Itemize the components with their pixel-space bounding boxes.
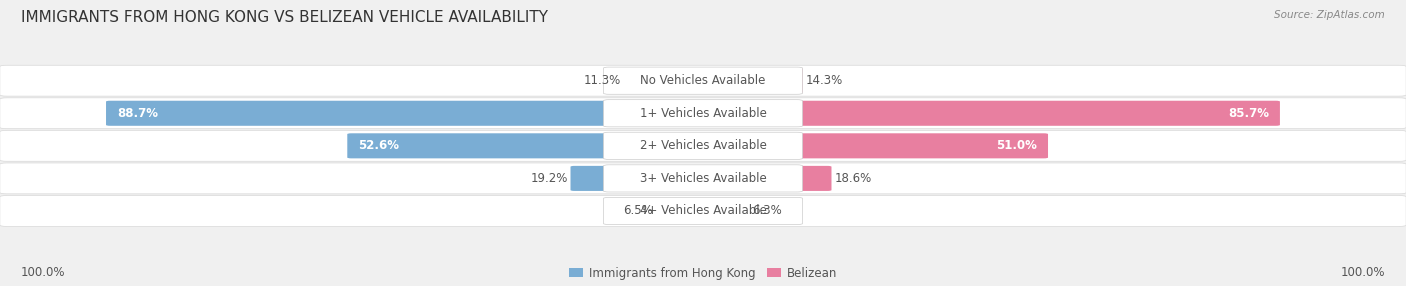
- Text: 6.5%: 6.5%: [623, 204, 652, 217]
- FancyBboxPatch shape: [0, 163, 1406, 194]
- FancyBboxPatch shape: [347, 133, 707, 158]
- FancyBboxPatch shape: [0, 196, 1406, 227]
- FancyBboxPatch shape: [603, 100, 803, 127]
- Text: 100.0%: 100.0%: [21, 266, 65, 279]
- FancyBboxPatch shape: [655, 198, 707, 223]
- FancyBboxPatch shape: [699, 68, 803, 93]
- Text: 2+ Vehicles Available: 2+ Vehicles Available: [640, 139, 766, 152]
- FancyBboxPatch shape: [0, 98, 1406, 129]
- Text: 51.0%: 51.0%: [995, 139, 1036, 152]
- Text: 88.7%: 88.7%: [117, 107, 157, 120]
- Text: 18.6%: 18.6%: [834, 172, 872, 185]
- Text: No Vehicles Available: No Vehicles Available: [640, 74, 766, 87]
- Text: 19.2%: 19.2%: [530, 172, 568, 185]
- Legend: Immigrants from Hong Kong, Belizean: Immigrants from Hong Kong, Belizean: [564, 262, 842, 284]
- FancyBboxPatch shape: [699, 198, 749, 223]
- FancyBboxPatch shape: [105, 101, 707, 126]
- FancyBboxPatch shape: [0, 65, 1406, 96]
- FancyBboxPatch shape: [699, 133, 1047, 158]
- Text: Source: ZipAtlas.com: Source: ZipAtlas.com: [1274, 10, 1385, 20]
- FancyBboxPatch shape: [603, 132, 803, 159]
- Text: 100.0%: 100.0%: [1341, 266, 1385, 279]
- FancyBboxPatch shape: [623, 68, 707, 93]
- FancyBboxPatch shape: [603, 67, 803, 94]
- Text: 6.3%: 6.3%: [752, 204, 782, 217]
- Text: 1+ Vehicles Available: 1+ Vehicles Available: [640, 107, 766, 120]
- Text: 3+ Vehicles Available: 3+ Vehicles Available: [640, 172, 766, 185]
- FancyBboxPatch shape: [603, 165, 803, 192]
- FancyBboxPatch shape: [0, 130, 1406, 161]
- Text: 85.7%: 85.7%: [1227, 107, 1268, 120]
- Text: 14.3%: 14.3%: [806, 74, 842, 87]
- FancyBboxPatch shape: [603, 197, 803, 225]
- Text: 4+ Vehicles Available: 4+ Vehicles Available: [640, 204, 766, 217]
- FancyBboxPatch shape: [699, 166, 831, 191]
- Text: 11.3%: 11.3%: [583, 74, 620, 87]
- Text: 52.6%: 52.6%: [359, 139, 399, 152]
- Text: IMMIGRANTS FROM HONG KONG VS BELIZEAN VEHICLE AVAILABILITY: IMMIGRANTS FROM HONG KONG VS BELIZEAN VE…: [21, 10, 548, 25]
- FancyBboxPatch shape: [699, 101, 1279, 126]
- FancyBboxPatch shape: [571, 166, 707, 191]
